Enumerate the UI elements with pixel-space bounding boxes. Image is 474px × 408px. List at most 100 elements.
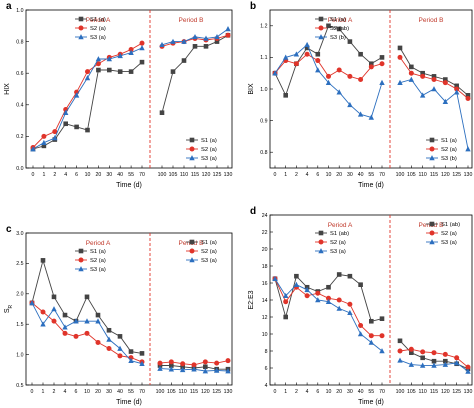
legend-entry: S1 (ab) <box>441 222 460 228</box>
data-point-period_a-s2 <box>358 77 364 83</box>
y-tick-label: 0.6 <box>16 71 23 77</box>
legend-entry: S2 (a) <box>441 231 457 237</box>
data-point-period_b-s1 <box>203 44 209 49</box>
data-point-period_a-s1 <box>358 51 363 57</box>
x-tick-label: 115 <box>190 389 198 395</box>
x-tick-label: 2 <box>295 389 298 395</box>
data-point-period_a-s3 <box>73 318 79 324</box>
data-point-period_a-s1 <box>96 67 101 73</box>
data-point-period_a-s1 <box>139 351 145 356</box>
data-point-period_a-s1 <box>63 121 68 127</box>
legend-marker <box>429 230 435 236</box>
legend-marker <box>318 239 324 245</box>
x-tick-label: 110 <box>419 172 427 178</box>
data-point-period_b-s3 <box>431 86 437 92</box>
legend-entry: S1 (ab) <box>330 231 349 237</box>
y-tick-label: 16 <box>262 281 268 287</box>
data-point-period_a-s3 <box>379 348 385 354</box>
x-tick-label: 20 <box>95 389 101 395</box>
x-tick-label: 105 <box>407 389 416 395</box>
data-point-period_a-s3 <box>117 345 123 351</box>
data-point-period_b-s2 <box>420 349 426 355</box>
legend-marker <box>429 146 435 152</box>
data-point-period_a-s1 <box>326 23 331 29</box>
legend-marker <box>78 266 84 272</box>
data-point-period_a-s1 <box>95 312 101 318</box>
data-point-period_b-s3 <box>442 361 449 367</box>
data-point-period_b-s2 <box>408 70 414 76</box>
data-point-period_a-s3 <box>336 89 342 95</box>
legend-marker <box>189 137 195 143</box>
data-point-period_b-s3 <box>453 89 460 95</box>
data-point-period_a-s2 <box>84 330 90 336</box>
data-point-period_a-s3 <box>325 79 332 85</box>
data-point-period_a-s1 <box>304 45 310 51</box>
data-point-period_b-s3 <box>214 33 220 40</box>
x-tick-label: 130 <box>464 172 473 178</box>
y-tick-label: 6 <box>265 366 268 372</box>
data-point-period_a-s2 <box>336 67 342 73</box>
legend-marker <box>189 248 195 254</box>
x-tick-label: 125 <box>213 172 222 178</box>
data-point-period_a-s1 <box>117 69 123 74</box>
y-tick-label: 10 <box>262 332 268 338</box>
data-point-period_a-s3 <box>128 49 134 55</box>
data-point-period_a-s3 <box>315 297 321 303</box>
data-point-period_a-s3 <box>84 75 91 81</box>
period-a-label: Period A <box>86 240 111 247</box>
data-point-period_a-s1 <box>283 93 288 98</box>
legend-marker <box>78 34 84 40</box>
x-tick-label: 6 <box>75 389 78 395</box>
x-tick-label: 70 <box>379 389 385 395</box>
data-point-period_a-s3 <box>304 286 310 293</box>
data-point-period_a-s2 <box>62 330 68 336</box>
x-tick-label: 110 <box>180 172 188 178</box>
x-tick-label: 55 <box>128 172 134 178</box>
x-tick-label: 40 <box>117 389 123 395</box>
x-tick-label: 100 <box>396 172 405 178</box>
data-point-period_b-s2 <box>442 351 448 357</box>
legend-entry: S1 (a) <box>441 138 457 144</box>
data-point-period_a-s2 <box>293 61 299 67</box>
data-point-period_a-s2 <box>336 297 342 303</box>
data-point-period_b-s3 <box>442 98 449 104</box>
x-tick-label: 2 <box>53 172 56 178</box>
legend-entry: S2 (a) <box>201 249 217 255</box>
data-point-period_b-s1 <box>181 58 187 63</box>
data-point-period_a-s3 <box>84 318 90 324</box>
data-point-period_a-s2 <box>315 58 321 64</box>
data-point-period_a-s2 <box>117 353 123 359</box>
data-point-period_a-s3 <box>347 309 353 316</box>
x-tick-label: 4 <box>306 172 309 178</box>
data-point-period_b-s2 <box>454 86 460 92</box>
x-tick-label: 4 <box>306 389 309 395</box>
series-line-period_a-s3 <box>274 278 383 352</box>
data-point-period_a-s1 <box>379 316 385 321</box>
x-tick-label: 70 <box>139 172 145 178</box>
data-point-period_b-s1 <box>397 338 403 344</box>
x-tick-label: 0 <box>31 389 34 395</box>
legend-entry: S2 (a) <box>90 26 106 32</box>
data-point-period_a-s3 <box>357 111 364 117</box>
y-axis-title: E2:E3 <box>248 290 255 309</box>
data-point-period_b-s3 <box>408 361 415 367</box>
data-point-period_a-s2 <box>51 318 57 324</box>
data-point-period_a-s1 <box>128 69 134 74</box>
y-tick-label: 24 <box>262 213 268 219</box>
data-point-period_a-s2 <box>73 333 79 339</box>
data-point-period_b-s2 <box>180 361 186 367</box>
data-point-period_a-s3 <box>95 318 101 324</box>
data-point-period_a-s3 <box>52 135 58 141</box>
data-point-period_b-s3 <box>397 357 403 363</box>
data-point-period_a-s2 <box>315 290 321 296</box>
period-a-label: Period A <box>328 222 353 229</box>
data-point-period_a-s3 <box>325 298 332 304</box>
legend-entry: S2 (ab) <box>330 26 349 32</box>
data-point-period_a-s1 <box>139 59 145 65</box>
data-point-period_a-s1 <box>336 26 342 32</box>
y-tick-label: 1.0 <box>260 87 267 93</box>
x-tick-label: 115 <box>191 172 199 178</box>
x-tick-label: 120 <box>441 172 450 178</box>
legend-marker <box>429 155 435 161</box>
data-point-period_a-s3 <box>304 41 310 48</box>
